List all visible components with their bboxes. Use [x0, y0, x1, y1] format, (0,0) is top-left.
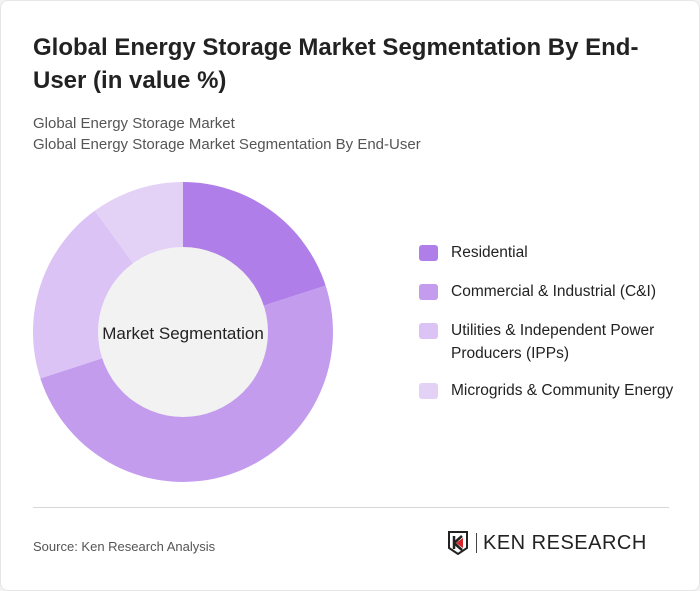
legend-label: Commercial & Industrial (C&I) — [451, 283, 656, 300]
legend-swatch — [419, 284, 438, 300]
legend-swatch — [419, 383, 438, 399]
center-label: Market Segmentation — [102, 324, 264, 343]
legend-swatch — [419, 323, 438, 339]
legend-swatch — [419, 245, 438, 261]
legend-item-utilities-ipps: Utilities & Independent Power Producers … — [419, 319, 681, 365]
divider — [33, 507, 669, 508]
legend-item-microgrids: Microgrids & Community Energy — [419, 379, 681, 402]
subtitle-segmentation: Global Energy Storage Market Segmentatio… — [33, 136, 421, 153]
legend-label: Microgrids & Community Energy — [451, 382, 674, 399]
logo-text: KEN RESEARCH — [476, 533, 647, 553]
ken-research-shield-icon — [448, 531, 468, 555]
subtitle-market: Global Energy Storage Market — [33, 115, 235, 132]
source-note: Source: Ken Research Analysis — [33, 539, 216, 554]
ken-research-logo: KEN RESEARCH — [448, 531, 647, 555]
legend-item-commercial-industrial: Commercial & Industrial (C&I) — [419, 280, 681, 303]
legend-label: Residential — [451, 244, 528, 261]
legend-item-residential: Residential — [419, 241, 681, 264]
legend-label: Utilities & Independent Power Producers … — [451, 322, 655, 362]
donut-chart: Market Segmentation — [32, 182, 333, 482]
chart-title: Global Energy Storage Market Segmentatio… — [33, 34, 639, 94]
donut-hole — [98, 247, 268, 417]
